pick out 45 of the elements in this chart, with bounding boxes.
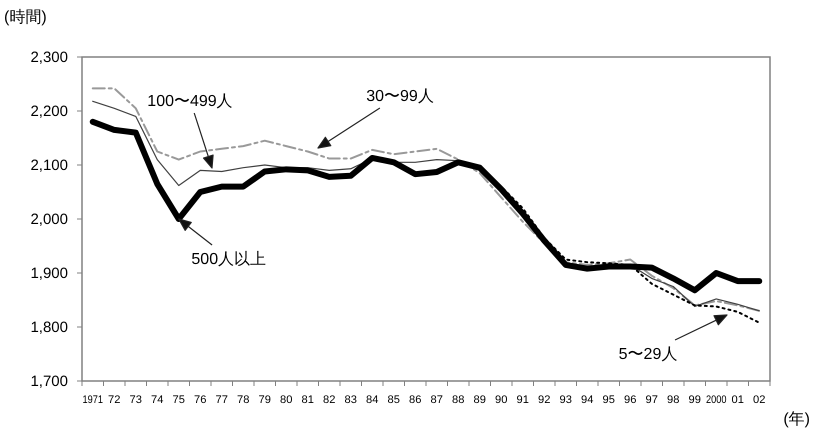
x-tick-label: 74	[151, 394, 164, 406]
x-tick-label: 83	[344, 394, 357, 406]
x-tick-label: 85	[388, 394, 400, 406]
x-tick-label: 73	[130, 394, 142, 406]
x-tick-label: 93	[560, 394, 572, 406]
annotation: 500人以上	[191, 250, 266, 268]
x-tick-label: 76	[194, 394, 206, 406]
x-tick-label: 84	[366, 394, 378, 406]
x-tick-label: 92	[538, 394, 550, 406]
x-tick-label: 86	[409, 394, 422, 406]
y-tick-label: 2,100	[30, 157, 68, 174]
y-tick-label: 1,900	[30, 265, 68, 282]
x-tick-label: 82	[323, 394, 336, 406]
x-axis-title: (年)	[783, 411, 810, 428]
x-tick-label: 1971	[82, 394, 107, 406]
x-tick-label: 78	[237, 394, 250, 406]
x-tick-label: 90	[495, 394, 508, 406]
x-tick-label: 80	[280, 394, 292, 406]
x-tick-label: 79	[258, 394, 271, 406]
x-tick-label: 89	[474, 394, 486, 406]
x-tick-label: 94	[581, 394, 594, 406]
x-tick-label: 96	[624, 394, 636, 406]
x-tick-label: 98	[667, 394, 680, 406]
x-tick-label: 02	[753, 394, 766, 406]
y-tick-label: 1,700	[30, 373, 68, 390]
annotation: 30〜99人	[366, 88, 434, 105]
x-tick-label: 95	[602, 394, 615, 406]
y-tick-label: 1,800	[30, 319, 68, 336]
x-tick-label: 75	[172, 394, 185, 406]
x-tick-label: 99	[688, 394, 701, 406]
y-axis-title: (時間)	[4, 8, 47, 26]
x-tick-label: 97	[646, 394, 658, 406]
x-tick-label: 91	[516, 394, 529, 406]
x-tick-label: 77	[216, 394, 228, 406]
x-tick-label: 01	[732, 394, 744, 406]
y-tick-label: 2,300	[30, 49, 68, 66]
annotation: 100〜499人	[147, 93, 233, 110]
x-tick-label: 72	[108, 394, 120, 406]
y-tick-label: 2,000	[30, 211, 68, 228]
x-tick-label: 81	[302, 394, 314, 406]
x-tick-label: 88	[452, 394, 464, 406]
x-tick-label: 87	[430, 394, 443, 406]
y-tick-label: 2,200	[30, 103, 68, 120]
annotation: 5〜29人	[618, 346, 678, 363]
x-tick-label: 2000	[706, 394, 730, 406]
